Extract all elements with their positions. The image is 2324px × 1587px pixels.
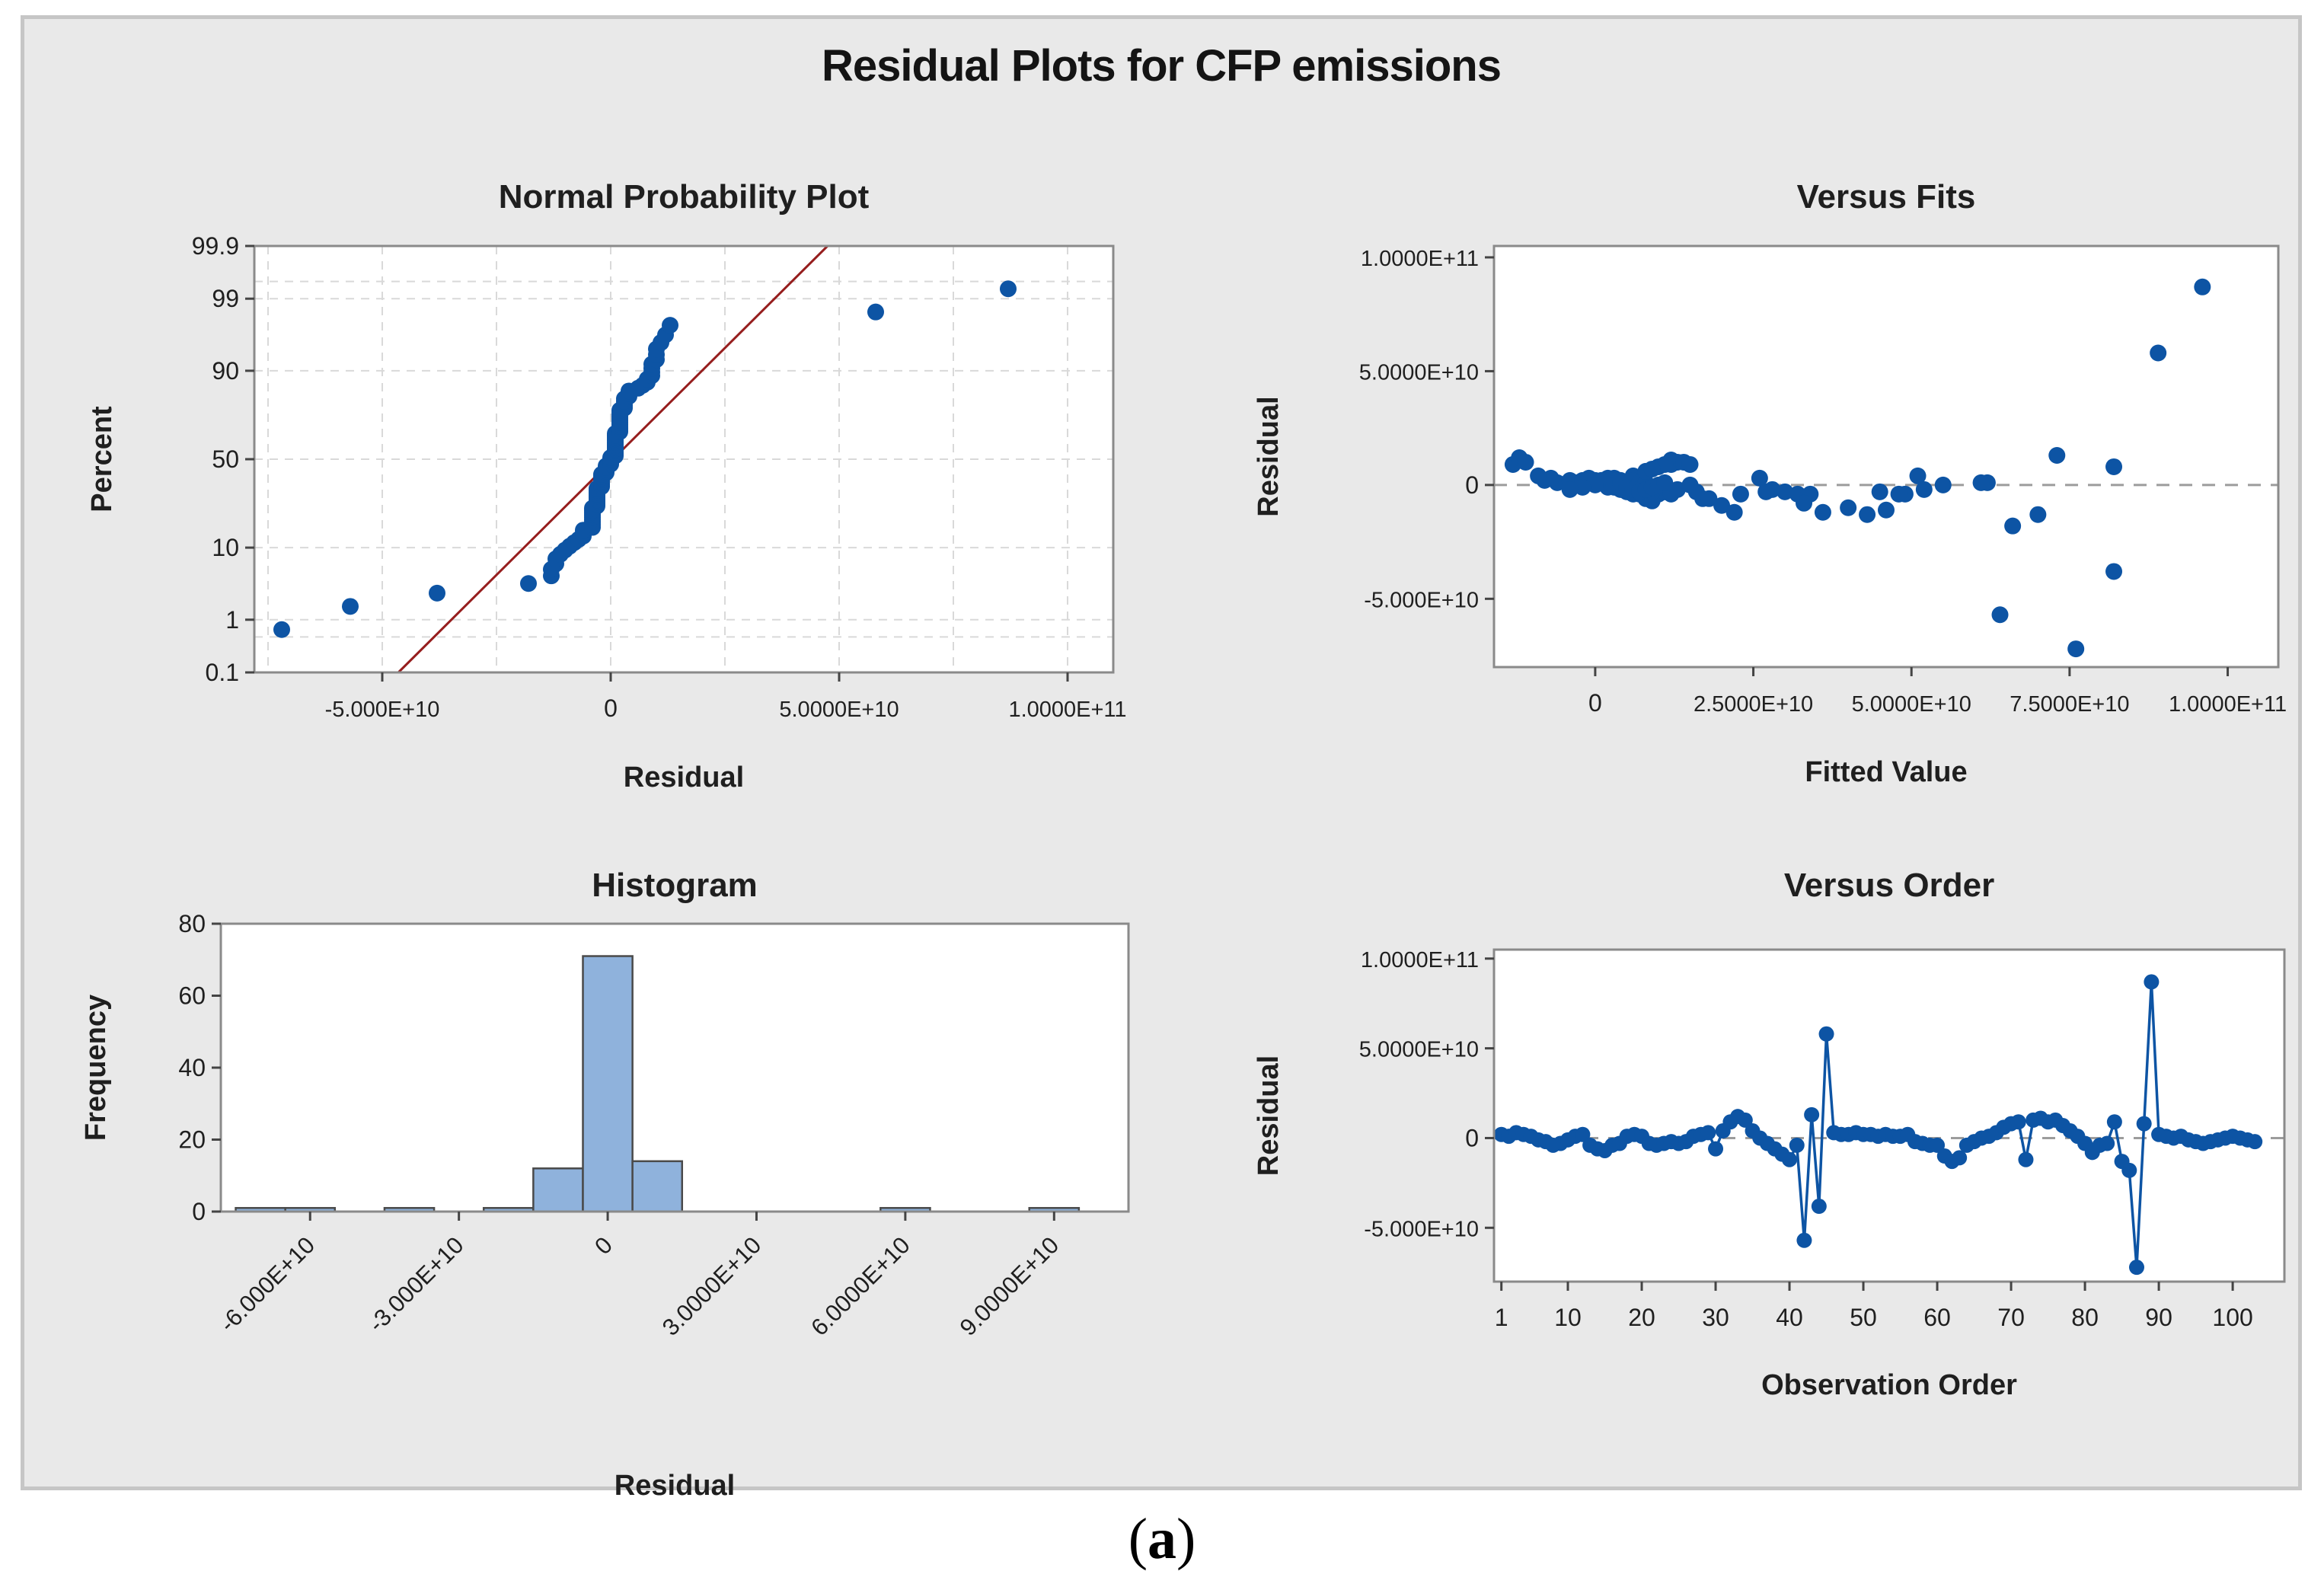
svg-text:-5.000E+10: -5.000E+10: [1364, 588, 1479, 612]
versus-fits-chart: 0 2.5000E+10 5.0000E+10 7.5000E+10 1.0000E+1…: [1253, 178, 2287, 788]
svg-text:-5.000E+10: -5.000E+10: [325, 698, 440, 722]
versus-order-chart: 1 10 20 30 40 50 60 70 80 90 100 1.0000E+11 5.0000E+…: [1253, 867, 2286, 1401]
svg-text:9.0000E+10: 9.0000E+10: [955, 1231, 1065, 1341]
svg-text:Versus Order: Versus Order: [1784, 867, 1994, 904]
svg-text:5.0000E+10: 5.0000E+10: [1852, 692, 1971, 717]
svg-text:50: 50: [1850, 1304, 1877, 1331]
svg-text:Histogram: Histogram: [592, 867, 758, 904]
svg-text:0: 0: [1588, 689, 1602, 717]
svg-text:0: 0: [1465, 471, 1479, 499]
svg-text:80: 80: [2071, 1304, 2099, 1331]
svg-text:0.1: 0.1: [206, 659, 239, 686]
residual-plots-figure: Residual Plots for CFP emissions -5.000E…: [21, 15, 2302, 1502]
svg-text:1: 1: [225, 606, 239, 634]
svg-text:99.9: 99.9: [192, 232, 239, 260]
svg-text:Percent: Percent: [86, 406, 118, 513]
svg-text:Frequency: Frequency: [80, 995, 112, 1141]
svg-text:60: 60: [1923, 1304, 1951, 1331]
svg-text:Residual: Residual: [1253, 396, 1285, 516]
svg-text:Residual: Residual: [624, 762, 744, 794]
svg-text:1.0000E+11: 1.0000E+11: [2169, 692, 2287, 717]
svg-text:50: 50: [212, 445, 239, 473]
svg-text:10: 10: [1554, 1304, 1582, 1331]
caption-letter: a: [1148, 1507, 1176, 1571]
svg-text:7.5000E+10: 7.5000E+10: [2010, 692, 2129, 717]
svg-text:0: 0: [192, 1198, 206, 1225]
svg-text:1.0000E+11: 1.0000E+11: [1361, 948, 1479, 972]
svg-text:99: 99: [212, 285, 239, 312]
svg-text:1.0000E+11: 1.0000E+11: [1361, 247, 1479, 271]
svg-text:Fitted Value: Fitted Value: [1805, 756, 1967, 788]
svg-text:100: 100: [2212, 1304, 2252, 1331]
svg-text:2.5000E+10: 2.5000E+10: [1694, 692, 1813, 717]
svg-text:30: 30: [1702, 1304, 1729, 1331]
svg-text:70: 70: [1997, 1304, 2025, 1331]
svg-text:0: 0: [589, 1231, 618, 1260]
svg-text:20: 20: [1628, 1304, 1655, 1331]
svg-text:5.0000E+10: 5.0000E+10: [1359, 1038, 1479, 1062]
caption-close-paren: ): [1176, 1507, 1196, 1571]
svg-text:80: 80: [178, 910, 206, 937]
svg-text:Normal Probability Plot: Normal Probability Plot: [499, 178, 870, 216]
svg-text:0: 0: [1465, 1124, 1479, 1151]
svg-text:Observation Order: Observation Order: [1761, 1369, 2017, 1401]
svg-text:20: 20: [178, 1126, 206, 1154]
svg-text:60: 60: [178, 982, 206, 1010]
svg-text:3.0000E+10: 3.0000E+10: [657, 1231, 767, 1341]
svg-text:6.0000E+10: 6.0000E+10: [806, 1231, 915, 1341]
svg-text:Residual: Residual: [1253, 1055, 1285, 1176]
svg-text:-3.000E+10: -3.000E+10: [363, 1231, 469, 1337]
svg-text:5.0000E+10: 5.0000E+10: [779, 698, 899, 722]
svg-text:90: 90: [212, 357, 239, 385]
svg-text:1.0000E+11: 1.0000E+11: [1008, 698, 1126, 722]
figure-title: Residual Plots for CFP emissions: [822, 41, 1502, 91]
svg-text:-6.000E+10: -6.000E+10: [214, 1231, 320, 1337]
svg-text:0: 0: [604, 695, 618, 722]
histogram-chart: -6.000E+10 -3.000E+10 0 3.0000E+10 6.0000E+1…: [80, 867, 1130, 1502]
svg-text:Residual: Residual: [615, 1470, 735, 1502]
svg-text:40: 40: [1776, 1304, 1803, 1331]
svg-text:40: 40: [178, 1054, 206, 1081]
svg-text:1: 1: [1495, 1304, 1508, 1331]
svg-text:90: 90: [2145, 1304, 2172, 1331]
svg-text:Versus Fits: Versus Fits: [1797, 178, 1976, 216]
svg-text:-5.000E+10: -5.000E+10: [1364, 1217, 1479, 1241]
figure-caption: (a): [0, 1506, 2324, 1573]
caption-open-paren: (: [1128, 1507, 1148, 1571]
svg-text:5.0000E+10: 5.0000E+10: [1359, 360, 1479, 385]
normal-probability-plot-chart: -5.000E+10 0 5.0000E+10 1.0000E+11 99.9 99 90 5…: [86, 178, 1127, 794]
svg-text:10: 10: [212, 534, 239, 561]
